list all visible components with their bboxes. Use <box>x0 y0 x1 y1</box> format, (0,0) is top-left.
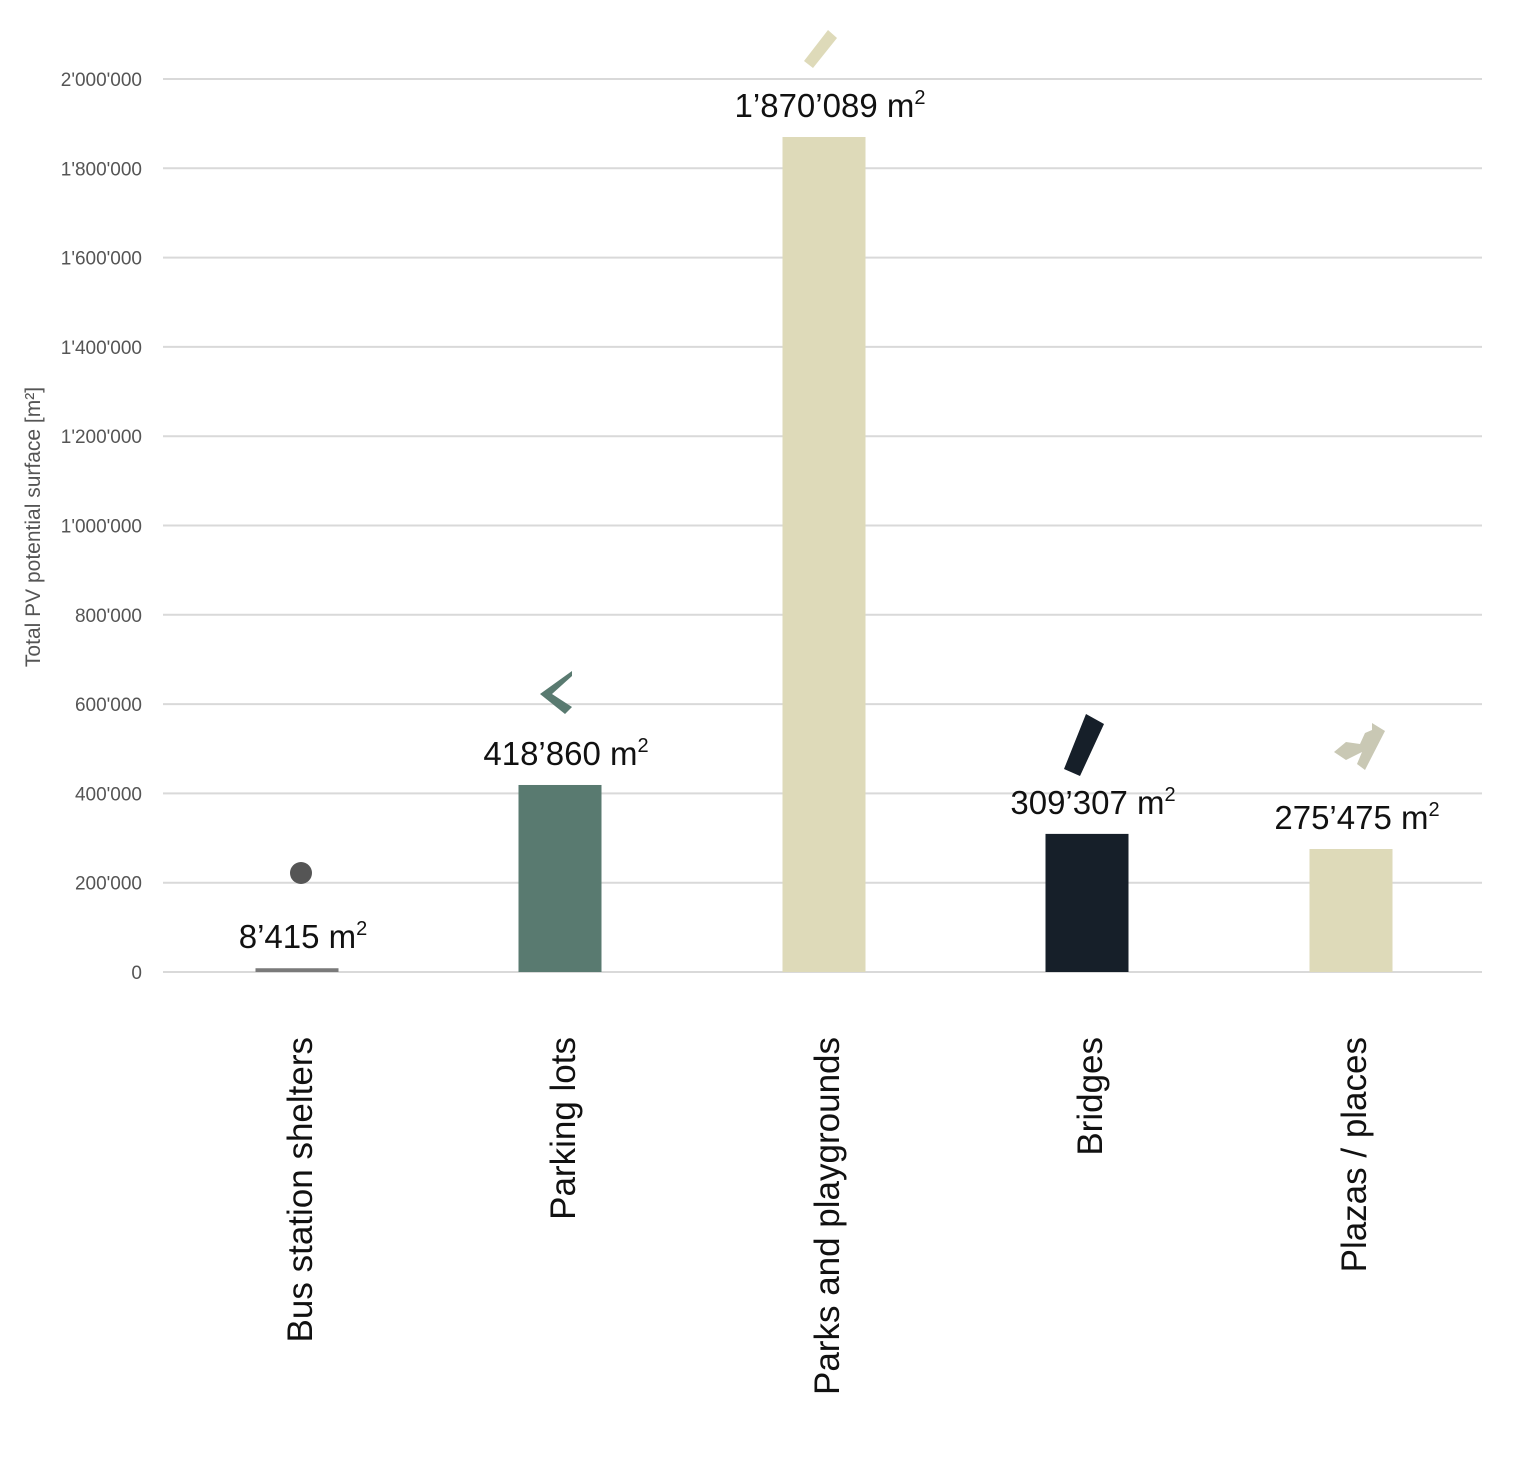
x-axis-categories: Bus station shelters Parking lots Parks an… <box>281 1037 1374 1395</box>
x-category-label: Bridges <box>1071 1037 1110 1156</box>
y-tick-label: 1'600'000 <box>61 249 142 270</box>
data-label: 1’870’089 m2 <box>735 87 926 124</box>
park-shape-icon <box>804 30 837 68</box>
y-tick-label: 1'800'000 <box>61 159 142 180</box>
y-tick-label: 800'000 <box>75 606 142 627</box>
category-icons <box>290 30 1385 884</box>
bars <box>255 137 1393 973</box>
x-category-label: Parks and playgrounds <box>808 1037 847 1395</box>
y-tick-label: 200'000 <box>75 874 142 895</box>
data-label: 8’415 m2 <box>239 918 368 955</box>
data-label: 418’860 m2 <box>483 735 648 772</box>
data-label: 309’307 m2 <box>1010 784 1175 821</box>
bar <box>255 968 339 972</box>
y-tick-label: 1'000'000 <box>61 517 142 538</box>
x-category-label: Parking lots <box>544 1037 583 1220</box>
x-category-label: Plazas / places <box>1335 1037 1374 1272</box>
dot-icon <box>290 862 312 884</box>
y-tick-label: 1'400'000 <box>61 338 142 359</box>
bridge-shape-icon <box>1064 714 1104 776</box>
bar <box>1309 849 1393 972</box>
y-tick-label: 1'200'000 <box>61 427 142 448</box>
y-tick-label: 2'000'000 <box>61 70 142 91</box>
bar <box>1045 833 1129 972</box>
y-tick-label: 400'000 <box>75 784 142 805</box>
y-tick-label: 0 <box>131 963 142 984</box>
y-axis-ticks: 0 200'000 400'000 600'000 800'000 1'000'000 1'… <box>61 70 142 984</box>
plaza-shape-icon <box>1334 723 1385 770</box>
parking-shape-icon <box>540 671 572 714</box>
y-tick-label: 600'000 <box>75 695 142 716</box>
data-label: 275’475 m2 <box>1274 799 1439 836</box>
y-axis-label: Total PV potential surface [m²] <box>22 387 45 667</box>
bar <box>782 137 866 973</box>
bar <box>518 784 602 972</box>
x-category-label: Bus station shelters <box>281 1037 320 1342</box>
data-labels: 8’415 m2 418’860 m2 1’870’089 m2 309’307 m2… <box>239 87 1440 955</box>
